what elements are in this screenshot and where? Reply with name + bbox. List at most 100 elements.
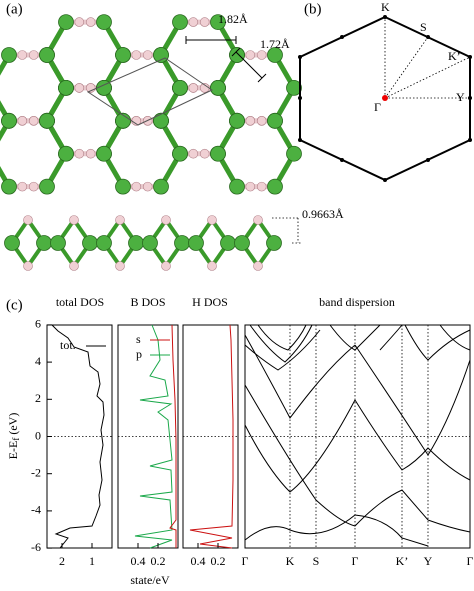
crystal-structure <box>0 14 302 271</box>
b-atom <box>153 178 169 195</box>
k-label: K <box>381 0 390 14</box>
b-atom <box>234 235 250 251</box>
h-atom <box>161 215 171 225</box>
k-path-label: S <box>313 554 320 568</box>
b-atom <box>172 80 188 96</box>
k-label: Γ <box>374 100 381 114</box>
b-atom <box>267 47 283 63</box>
x-axis-label: state/eV <box>130 573 170 587</box>
b-atom <box>58 145 74 162</box>
h-atom <box>85 148 96 159</box>
h-atom <box>69 261 79 271</box>
y-tick-label: 4 <box>35 354 41 368</box>
h-atom <box>74 83 85 93</box>
b-atom <box>267 112 283 129</box>
k-path-label: K’ <box>396 554 409 568</box>
b-atom <box>266 235 282 251</box>
k-path-label: Γ <box>467 554 474 568</box>
b-atom <box>39 112 55 129</box>
h-atom <box>256 181 267 192</box>
b-atom <box>50 235 66 251</box>
panel-label: (b) <box>304 1 322 17</box>
h-atom <box>28 181 39 192</box>
h-atom <box>23 261 33 271</box>
h-atom <box>74 17 85 27</box>
h-atom <box>17 116 28 126</box>
b-atom <box>153 47 169 63</box>
legend-label: tot. <box>60 338 76 352</box>
h-atom <box>207 215 217 225</box>
b-atom <box>286 80 302 96</box>
x-tick-label: 0.4 <box>131 554 146 568</box>
h-atom <box>245 116 256 126</box>
b-atom <box>1 47 17 63</box>
h-atom <box>199 17 210 27</box>
y-tick-label: 6 <box>35 317 41 331</box>
y-label-unit: (eV) <box>6 413 20 438</box>
h-atom <box>245 50 256 60</box>
h-atom <box>131 50 142 60</box>
x-tick-label: 0.4 <box>191 554 206 568</box>
b-atom <box>96 235 112 251</box>
b-atom <box>210 14 226 30</box>
b-s-dos-curve <box>169 324 177 548</box>
h-atom <box>69 215 79 225</box>
b-atom <box>39 178 55 195</box>
bond-length: 1.82Å <box>218 12 248 26</box>
b-atom <box>1 178 17 195</box>
bond-length: 1.72Å <box>260 37 290 51</box>
k-path-label: Γ <box>242 554 249 568</box>
b-atom <box>210 80 226 96</box>
b-atom <box>96 145 112 162</box>
b-atom <box>128 235 144 251</box>
h-atom <box>115 261 125 271</box>
h-atom <box>253 215 263 225</box>
b-atom <box>36 235 52 251</box>
k-path-label: Γ <box>352 554 359 568</box>
b-atom <box>229 112 245 129</box>
b-atom <box>115 178 131 195</box>
y-tick-label: -2 <box>31 465 41 479</box>
b-atom <box>267 178 283 195</box>
h-atom <box>131 181 142 192</box>
h-atom <box>115 215 125 225</box>
gamma-point <box>382 95 388 101</box>
h-atom <box>85 17 96 27</box>
x-tick-label: 2 <box>59 554 65 568</box>
h-atom <box>207 261 217 271</box>
h-atom <box>142 181 153 192</box>
b-p-dos-curve <box>134 324 173 549</box>
b-atom <box>39 47 55 63</box>
k-path-label: Y <box>424 554 433 568</box>
h-atom <box>245 181 256 192</box>
reference-lines <box>47 325 470 548</box>
zone-points <box>298 15 472 182</box>
b-atom <box>188 235 204 251</box>
b-atom <box>220 235 236 251</box>
h-atom <box>199 148 210 159</box>
y-label-sub: f <box>11 438 21 441</box>
k-label: K’ <box>448 49 461 63</box>
b-atom <box>210 145 226 162</box>
y-tick-label: 2 <box>35 391 41 405</box>
x-tick-label: 0.2 <box>151 554 166 568</box>
y-tick-label: 0 <box>35 428 41 442</box>
h-atom <box>17 181 28 192</box>
x-tick-label: 1 <box>89 554 95 568</box>
panel-label: (a) <box>6 1 23 17</box>
panel-title: B DOS <box>130 295 165 309</box>
dimension-bracket <box>231 47 267 83</box>
total-dos-curve <box>51 324 105 549</box>
h-atom <box>28 50 39 60</box>
h-atom <box>23 215 33 225</box>
b-atom <box>286 145 302 162</box>
k-label: S <box>420 20 427 34</box>
b-atom <box>58 14 74 30</box>
h-atom <box>253 261 263 271</box>
dimension-bracket <box>272 217 302 244</box>
h-dos-curve <box>189 324 234 549</box>
h-atom <box>256 50 267 60</box>
b-atom <box>1 112 17 129</box>
unit-cell <box>86 57 214 126</box>
